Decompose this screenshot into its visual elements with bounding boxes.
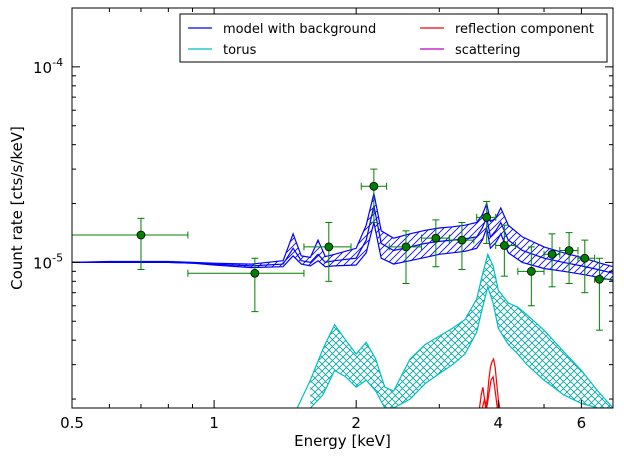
reflection-component-series bbox=[478, 357, 501, 408]
data-point-6 bbox=[448, 221, 475, 270]
data-point-3 bbox=[360, 168, 388, 223]
torus-line-1 bbox=[309, 284, 613, 408]
legend-label: reflection component bbox=[455, 22, 594, 37]
legend-label: model with background bbox=[223, 22, 376, 37]
legend: model with background reflection componen… bbox=[179, 13, 608, 63]
reflection-component-line-0 bbox=[478, 357, 501, 408]
data-point-9 bbox=[517, 246, 545, 307]
data-point-2 bbox=[303, 221, 352, 282]
data-marker bbox=[580, 253, 590, 263]
x-axis-label: Energy [keV] bbox=[294, 432, 391, 450]
torus-band bbox=[310, 254, 613, 408]
data-marker bbox=[250, 268, 260, 278]
model-with-background-line-2 bbox=[72, 222, 613, 281]
data-point-4 bbox=[388, 230, 422, 284]
data-marker bbox=[324, 242, 334, 252]
torus-line-0 bbox=[296, 252, 613, 408]
x-tick-label: 6 bbox=[577, 414, 587, 432]
legend-label: torus bbox=[223, 43, 257, 58]
y-axis-label: Count rate [cts/s/keV] bbox=[8, 126, 26, 290]
data-marker bbox=[457, 235, 467, 245]
data-point-11 bbox=[559, 232, 579, 284]
legend-entry-scattering: scattering bbox=[420, 43, 521, 58]
torus-series bbox=[296, 252, 613, 408]
reflection-component-line-1 bbox=[481, 375, 498, 408]
data-point-8 bbox=[495, 224, 516, 277]
legend-entry-model-with-background: model with background bbox=[188, 22, 376, 37]
legend-entry-torus: torus bbox=[188, 43, 257, 58]
data-point-13 bbox=[594, 257, 613, 331]
data-point-0 bbox=[72, 217, 189, 270]
y-tick-label: 10-4 bbox=[33, 56, 63, 77]
x-tick-label: 1 bbox=[209, 414, 219, 432]
data-marker bbox=[431, 233, 441, 243]
data-marker bbox=[136, 230, 146, 240]
data-point-1 bbox=[187, 257, 305, 313]
data-marker bbox=[526, 266, 536, 276]
x-tick-label: 0.5 bbox=[60, 414, 84, 432]
data-marker bbox=[499, 241, 509, 250]
model-with-background-line-1 bbox=[72, 193, 613, 268]
data-marker bbox=[594, 274, 604, 284]
plot-frame bbox=[71, 7, 614, 409]
data-marker bbox=[369, 181, 379, 191]
legend-entry-reflection-component: reflection component bbox=[420, 22, 594, 37]
data-point-7 bbox=[476, 200, 497, 244]
data-point-10 bbox=[543, 233, 561, 288]
x-tick-label: 4 bbox=[494, 414, 504, 432]
y-tick-label: 10-5 bbox=[33, 251, 63, 272]
data-marker bbox=[401, 242, 411, 252]
legend-label: scattering bbox=[455, 43, 521, 58]
x-tick-label: 2 bbox=[351, 414, 361, 432]
data-marker bbox=[547, 249, 557, 259]
data-point-12 bbox=[577, 239, 596, 294]
legend-box bbox=[179, 13, 608, 63]
data-marker bbox=[482, 212, 492, 222]
data-marker bbox=[564, 246, 574, 255]
model-with-background-line-0 bbox=[72, 205, 613, 274]
